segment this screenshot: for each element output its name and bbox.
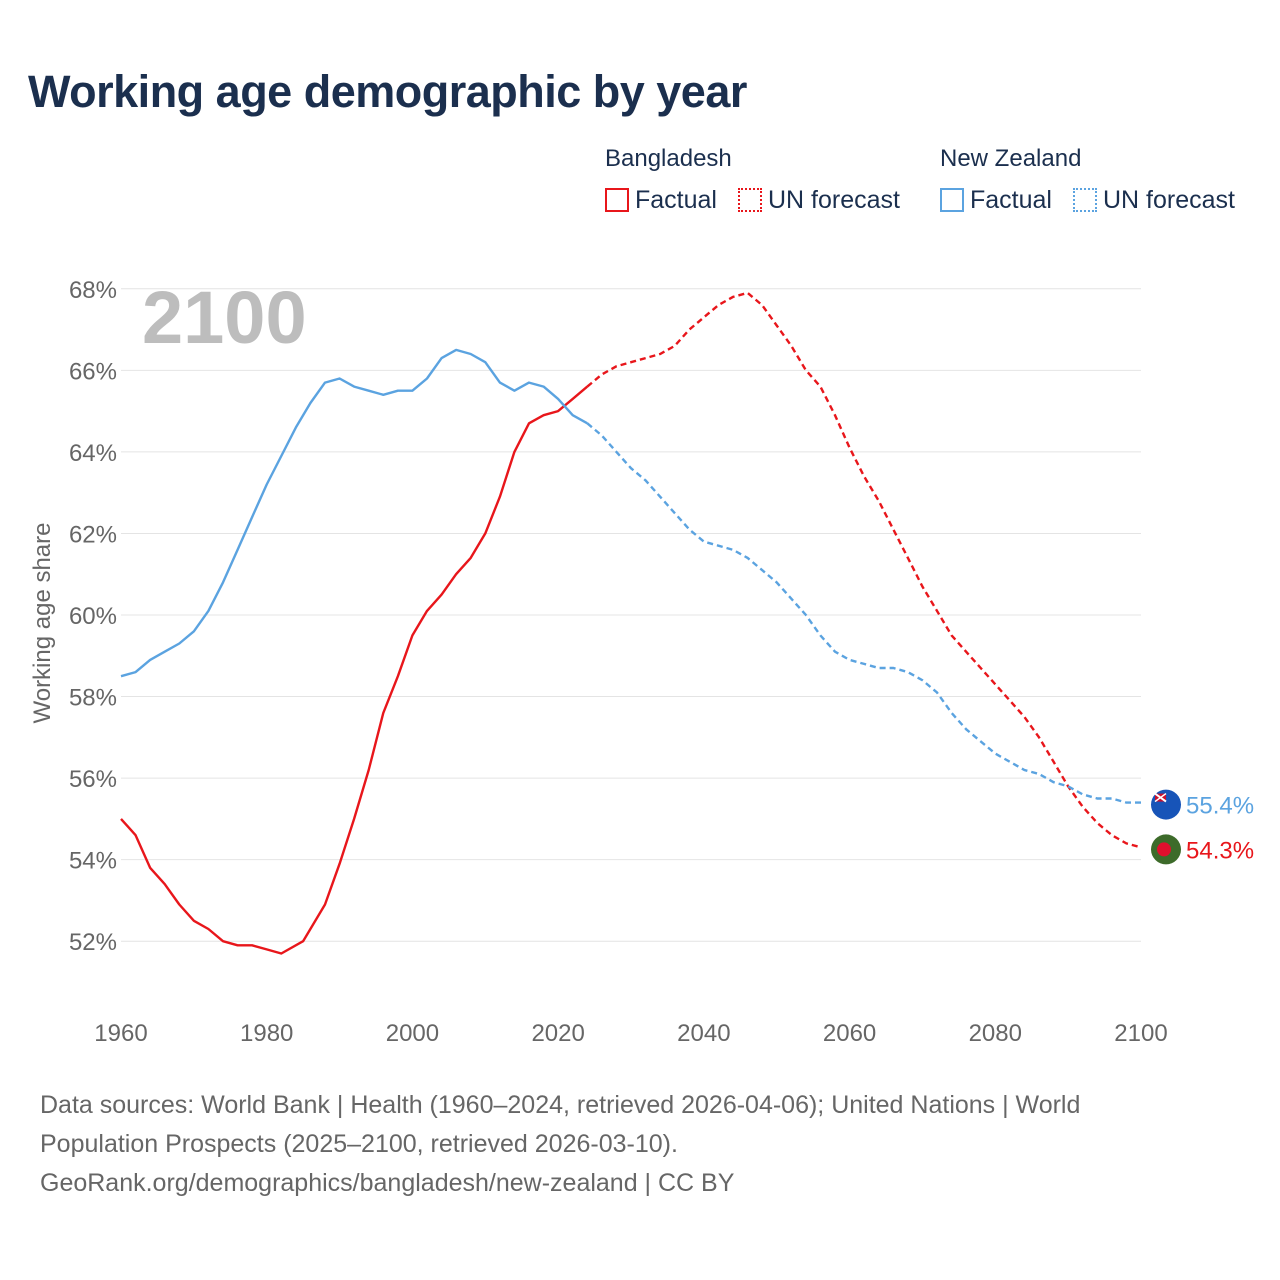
y-tick-label: 64%	[69, 440, 117, 467]
legend-group-bangladesh: Bangladesh	[605, 145, 732, 172]
y-tick-label: 52%	[69, 929, 117, 956]
legend-swatch-dotted-icon	[738, 188, 762, 212]
legend-item-new-zealand-forecast[interactable]: UN forecast	[1073, 184, 1235, 216]
series-line-new-zealand-factual	[120, 348, 588, 678]
flag-cross	[1154, 792, 1167, 803]
y-tick-label: 60%	[69, 603, 117, 630]
year-watermark: 2100	[142, 276, 307, 359]
x-tick-label: 2100	[1114, 1020, 1167, 1047]
legend-label: Factual	[635, 185, 717, 214]
legend-item-new-zealand-factual[interactable]: Factual	[940, 184, 1052, 216]
x-tick-label: 2020	[531, 1020, 584, 1047]
y-axis-ticks: 52% 54% 56% 58% 60% 62% 64% 66% 68%	[69, 277, 117, 956]
chart-title: Working age demographic by year	[28, 66, 747, 117]
grid-lines	[121, 288, 1141, 942]
bangladesh-flag-icon	[1151, 834, 1181, 865]
y-tick-label: 62%	[69, 521, 117, 548]
series-lines	[120, 291, 1142, 955]
y-tick-label: 68%	[69, 277, 117, 304]
footer-sources: Data sources: World Bank | Health (1960–…	[40, 1086, 1240, 1203]
x-tick-label: 1980	[240, 1020, 293, 1047]
flag-disc	[1157, 842, 1171, 857]
x-tick-label: 2000	[386, 1020, 439, 1047]
end-markers: 54.3% 55.4%	[1151, 789, 1254, 865]
series-line-bangladesh-forecast	[586, 291, 1142, 849]
new-zealand-flag-icon	[1151, 789, 1181, 820]
legend-label: UN forecast	[768, 185, 900, 214]
end-value-label-bangladesh: 54.3%	[1186, 837, 1254, 864]
footer-link[interactable]: GeoRank.org/demographics/bangladesh/new-…	[40, 1169, 735, 1197]
legend-item-bangladesh-factual[interactable]: Factual	[605, 184, 717, 216]
legend-swatch-solid-icon	[605, 188, 629, 212]
series-line-bangladesh-factual	[120, 385, 589, 955]
legend-label: UN forecast	[1103, 185, 1235, 214]
y-tick-label: 54%	[69, 848, 117, 875]
footer-line: Data sources: World Bank | Health (1960–…	[40, 1091, 1081, 1119]
x-tick-label: 2040	[677, 1020, 730, 1047]
y-tick-label: 58%	[69, 685, 117, 712]
x-tick-label: 1960	[94, 1020, 147, 1047]
x-tick-label: 2060	[823, 1020, 876, 1047]
series-line-new-zealand-forecast	[586, 422, 1141, 804]
x-tick-label: 2080	[969, 1020, 1022, 1047]
legend-group-new-zealand: New Zealand	[940, 145, 1082, 172]
footer-line: Population Prospects (2025–2100, retriev…	[40, 1130, 678, 1158]
legend-swatch-solid-icon	[940, 188, 964, 212]
legend-swatch-dotted-icon	[1073, 188, 1097, 212]
y-tick-label: 66%	[69, 358, 117, 385]
legend-item-bangladesh-forecast[interactable]: UN forecast	[738, 184, 900, 216]
y-axis-label: Working age share	[29, 523, 56, 724]
y-tick-label: 56%	[69, 766, 117, 793]
end-value-label-new-zealand: 55.4%	[1186, 793, 1254, 820]
legend-label: Factual	[970, 185, 1052, 214]
line-chart: 52% 54% 56% 58% 60% 62% 64% 66% 68% 1960 1980 2000…	[29, 276, 1254, 1047]
x-axis-ticks: 1960 1980 2000 2020 2040 2060 2080 2100	[94, 1020, 1167, 1047]
